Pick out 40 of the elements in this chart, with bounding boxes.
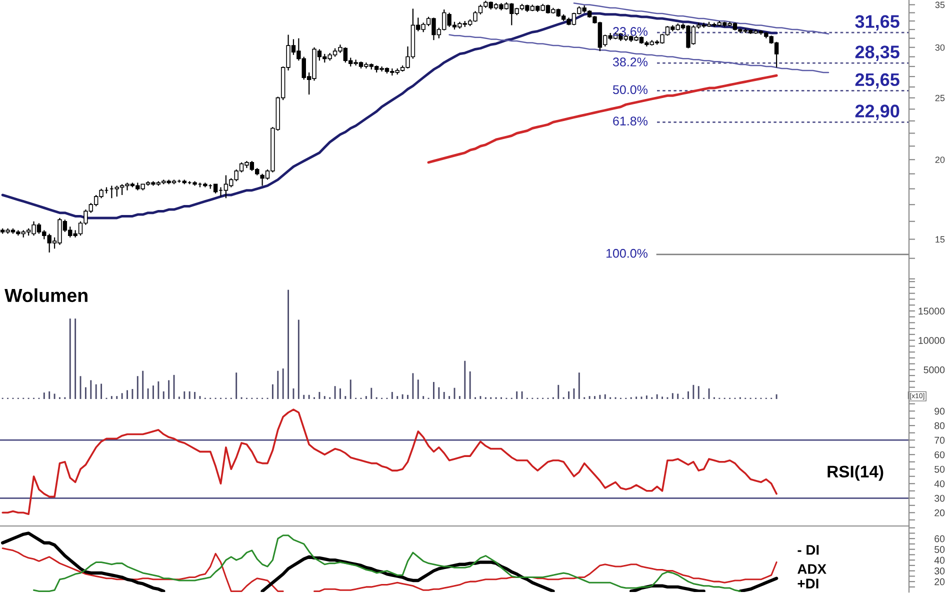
annotation: 23.6%	[613, 27, 648, 36]
y-tick-label: 50	[934, 466, 945, 473]
ref-line-label: 22,90	[855, 104, 900, 120]
annotation: 100.0%	[606, 248, 648, 258]
y-tick-label: 30	[934, 568, 945, 574]
annotation: 61.8%	[613, 116, 648, 126]
annotation: 38.2%	[612, 58, 648, 66]
line-series	[1, 12, 778, 220]
chart-title: Wolumen	[4, 288, 88, 302]
ref-line-label: 28,35	[855, 46, 900, 61]
y-tick-label: 15000	[918, 308, 945, 315]
y-tick-label: 25	[935, 94, 945, 102]
y-tick-label: 40	[934, 556, 945, 564]
line-series	[573, 2, 830, 34]
line-series	[427, 74, 778, 164]
y-tick-label: 60	[934, 535, 945, 542]
y-tick-label: 80	[934, 422, 945, 430]
y-tick-label: 20	[935, 156, 945, 163]
y-tick-label: 10000	[918, 337, 945, 344]
y-tick-label: 70	[934, 436, 945, 444]
y-tick-label: 15	[936, 236, 945, 243]
y-tick-label: 5000	[924, 366, 945, 374]
y-tick-label: 20	[934, 578, 945, 586]
annotation: 50.0%	[612, 85, 648, 94]
y-tick-label: 35	[935, 2, 945, 8]
y-tick-label: 40	[934, 480, 945, 488]
ref-line-label: 25,65	[855, 73, 900, 89]
ref-line-label: 31,65	[855, 15, 900, 30]
series-label: ADX	[798, 564, 826, 574]
y-tick-label: 20	[934, 509, 945, 516]
line-series	[448, 34, 830, 74]
y-tick-label: 50	[934, 546, 945, 553]
y-tick-label: 30	[934, 494, 945, 502]
y-tick-label: 60	[934, 451, 945, 458]
series-label: - DI	[798, 545, 819, 555]
text: RSI(14)	[828, 465, 884, 481]
text: +DI	[798, 578, 818, 588]
y-tick-label: 30	[935, 44, 945, 51]
y-tick-label: 90	[934, 408, 945, 415]
line-series	[2, 408, 778, 516]
